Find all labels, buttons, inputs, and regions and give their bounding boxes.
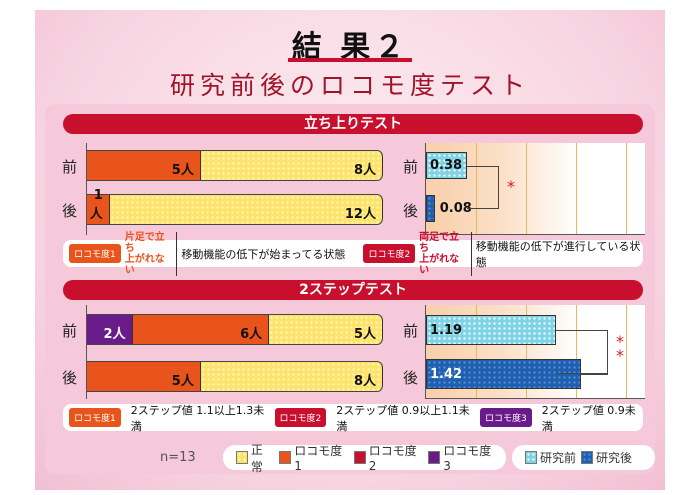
bar-segment-normal: 12人	[109, 195, 383, 224]
bar-value: 0.38	[430, 158, 463, 173]
swatch-before	[525, 451, 537, 464]
tag-locomo3: ロコモ度3	[480, 408, 532, 427]
tag-locomo1: ロコモ度1	[69, 244, 121, 263]
bar-label: 5人	[353, 327, 376, 342]
significance-bracket-arm	[580, 374, 608, 375]
condition-line: 上がれない	[124, 253, 165, 276]
swatch-locomo2	[353, 451, 366, 464]
legend-two-step: ロコモ度1 2ステップ値 1.1以上1.3未満 ロコモ度2 2ステップ値 0.9…	[63, 403, 643, 433]
section-title-stand-up: 立ち上りテスト	[63, 114, 643, 134]
bar-segment-locomo1: 5人	[87, 151, 201, 180]
desc-locomo2: 2ステップ値 0.9以上1.1未満	[336, 403, 470, 433]
swatch-locomo3	[428, 451, 441, 464]
gridline	[476, 305, 477, 398]
legend-status: 正常 ロコモ度1 ロコモ度2 ロコモ度3	[223, 443, 506, 474]
bar-before: 0.38	[426, 152, 468, 179]
gridline	[626, 305, 627, 398]
legend-stand-up: ロコモ度1 片足で立ち 上がれない 移動機能の低下が始まってる状態 ロコモ度2 両…	[63, 231, 643, 276]
stacked-bar-after: 1人 12人	[87, 188, 383, 225]
stacked-bar-before: 5人 8人	[87, 150, 383, 181]
row-label-after: 後	[403, 369, 419, 387]
gridline	[626, 143, 627, 234]
bar-after: 1.42	[426, 359, 581, 389]
legend-before: 研究前	[540, 451, 577, 465]
bar-label: 6人	[240, 327, 263, 342]
condition-line: 片足で立ち	[124, 231, 165, 254]
bar-label: 1人	[89, 188, 103, 222]
gridline	[576, 143, 577, 234]
row-label-after: 後	[62, 369, 78, 387]
gridline	[576, 305, 577, 398]
swatch-after	[581, 451, 594, 464]
mean-chart-stand-up: 0.38 0.08 *	[425, 143, 645, 235]
gridline	[476, 143, 477, 234]
condition-line: 両足で立ち	[419, 231, 460, 254]
row-label-before: 前	[62, 158, 78, 176]
gridline	[526, 305, 527, 398]
desc-locomo1: 2ステップ値 1.1以上1.3未満	[130, 403, 265, 433]
page-subtitle: 研究前後のロコモ度テスト	[169, 71, 530, 100]
bar-segment-locomo1: 6人	[132, 315, 270, 344]
significance-bracket	[467, 165, 499, 209]
axis	[86, 143, 87, 235]
legend-after: 研究後	[596, 451, 633, 465]
row-label-before: 前	[62, 322, 78, 340]
sample-size: n=13	[160, 450, 196, 465]
axis	[86, 305, 87, 399]
condition-locomo1: 片足で立ち 上がれない	[124, 231, 178, 276]
swatch-normal	[236, 451, 248, 464]
row-label-before: 前	[403, 158, 419, 176]
bar-label: 5人	[171, 374, 194, 389]
legend-period: 研究前 研究後	[512, 445, 655, 470]
gridline	[526, 143, 527, 234]
desc-locomo2: 移動機能の低下が進行している状態	[475, 239, 641, 269]
bar-label: 12人	[344, 207, 376, 222]
bar-before: 1.19	[426, 315, 556, 345]
bar-value: 1.42	[430, 366, 463, 382]
legend-locomo2: ロコモ度2	[368, 444, 417, 473]
bar-after: 0.08	[426, 195, 472, 222]
tag-locomo1: ロコモ度1	[69, 408, 121, 427]
bar-label: 2人	[103, 327, 126, 342]
row-label-after: 後	[403, 202, 419, 220]
bar-segment-locomo1: 1人	[87, 188, 110, 224]
significance-bracket	[555, 330, 608, 374]
bar-label: 8人	[353, 163, 376, 178]
desc-locomo3: 2ステップ値 0.9未満	[541, 403, 636, 433]
swatch-locomo1	[279, 451, 292, 464]
tag-locomo2: ロコモ度2	[363, 244, 416, 263]
bar-label: 5人	[171, 163, 194, 178]
section-title-two-step: 2ステップテスト	[63, 280, 643, 300]
bar-segment-locomo1: 5人	[87, 362, 201, 391]
significance-marker: *	[507, 177, 515, 196]
mean-chart-two-step: 1.19 1.42 * *	[425, 305, 645, 399]
tag-locomo2: ロコモ度2	[274, 408, 327, 427]
stacked-bar-after: 5人 8人	[87, 361, 383, 392]
bar-label: 8人	[353, 374, 376, 389]
legend-locomo1: ロコモ度1	[294, 444, 343, 473]
legend-locomo3: ロコモ度3	[443, 444, 492, 473]
significance-marker: * *	[616, 332, 624, 365]
legend-normal: 正常	[250, 442, 263, 474]
title-underline	[288, 58, 412, 62]
bar-segment-locomo3: 2人	[87, 315, 133, 344]
bar-segment-normal: 5人	[269, 315, 383, 344]
row-label-before: 前	[403, 322, 419, 340]
bar-value: 0.08	[439, 201, 472, 216]
condition-line: 上がれない	[419, 253, 460, 276]
condition-locomo2: 両足で立ち 上がれない	[419, 231, 472, 276]
bar-segment-normal: 8人	[200, 151, 383, 180]
bar-value: 1.19	[430, 322, 463, 338]
row-label-after: 後	[62, 202, 78, 220]
bar-segment-normal: 8人	[200, 362, 383, 391]
desc-locomo1: 移動機能の低下が始まってる状態	[181, 247, 346, 261]
stacked-bar-before: 2人 6人 5人	[87, 314, 383, 345]
